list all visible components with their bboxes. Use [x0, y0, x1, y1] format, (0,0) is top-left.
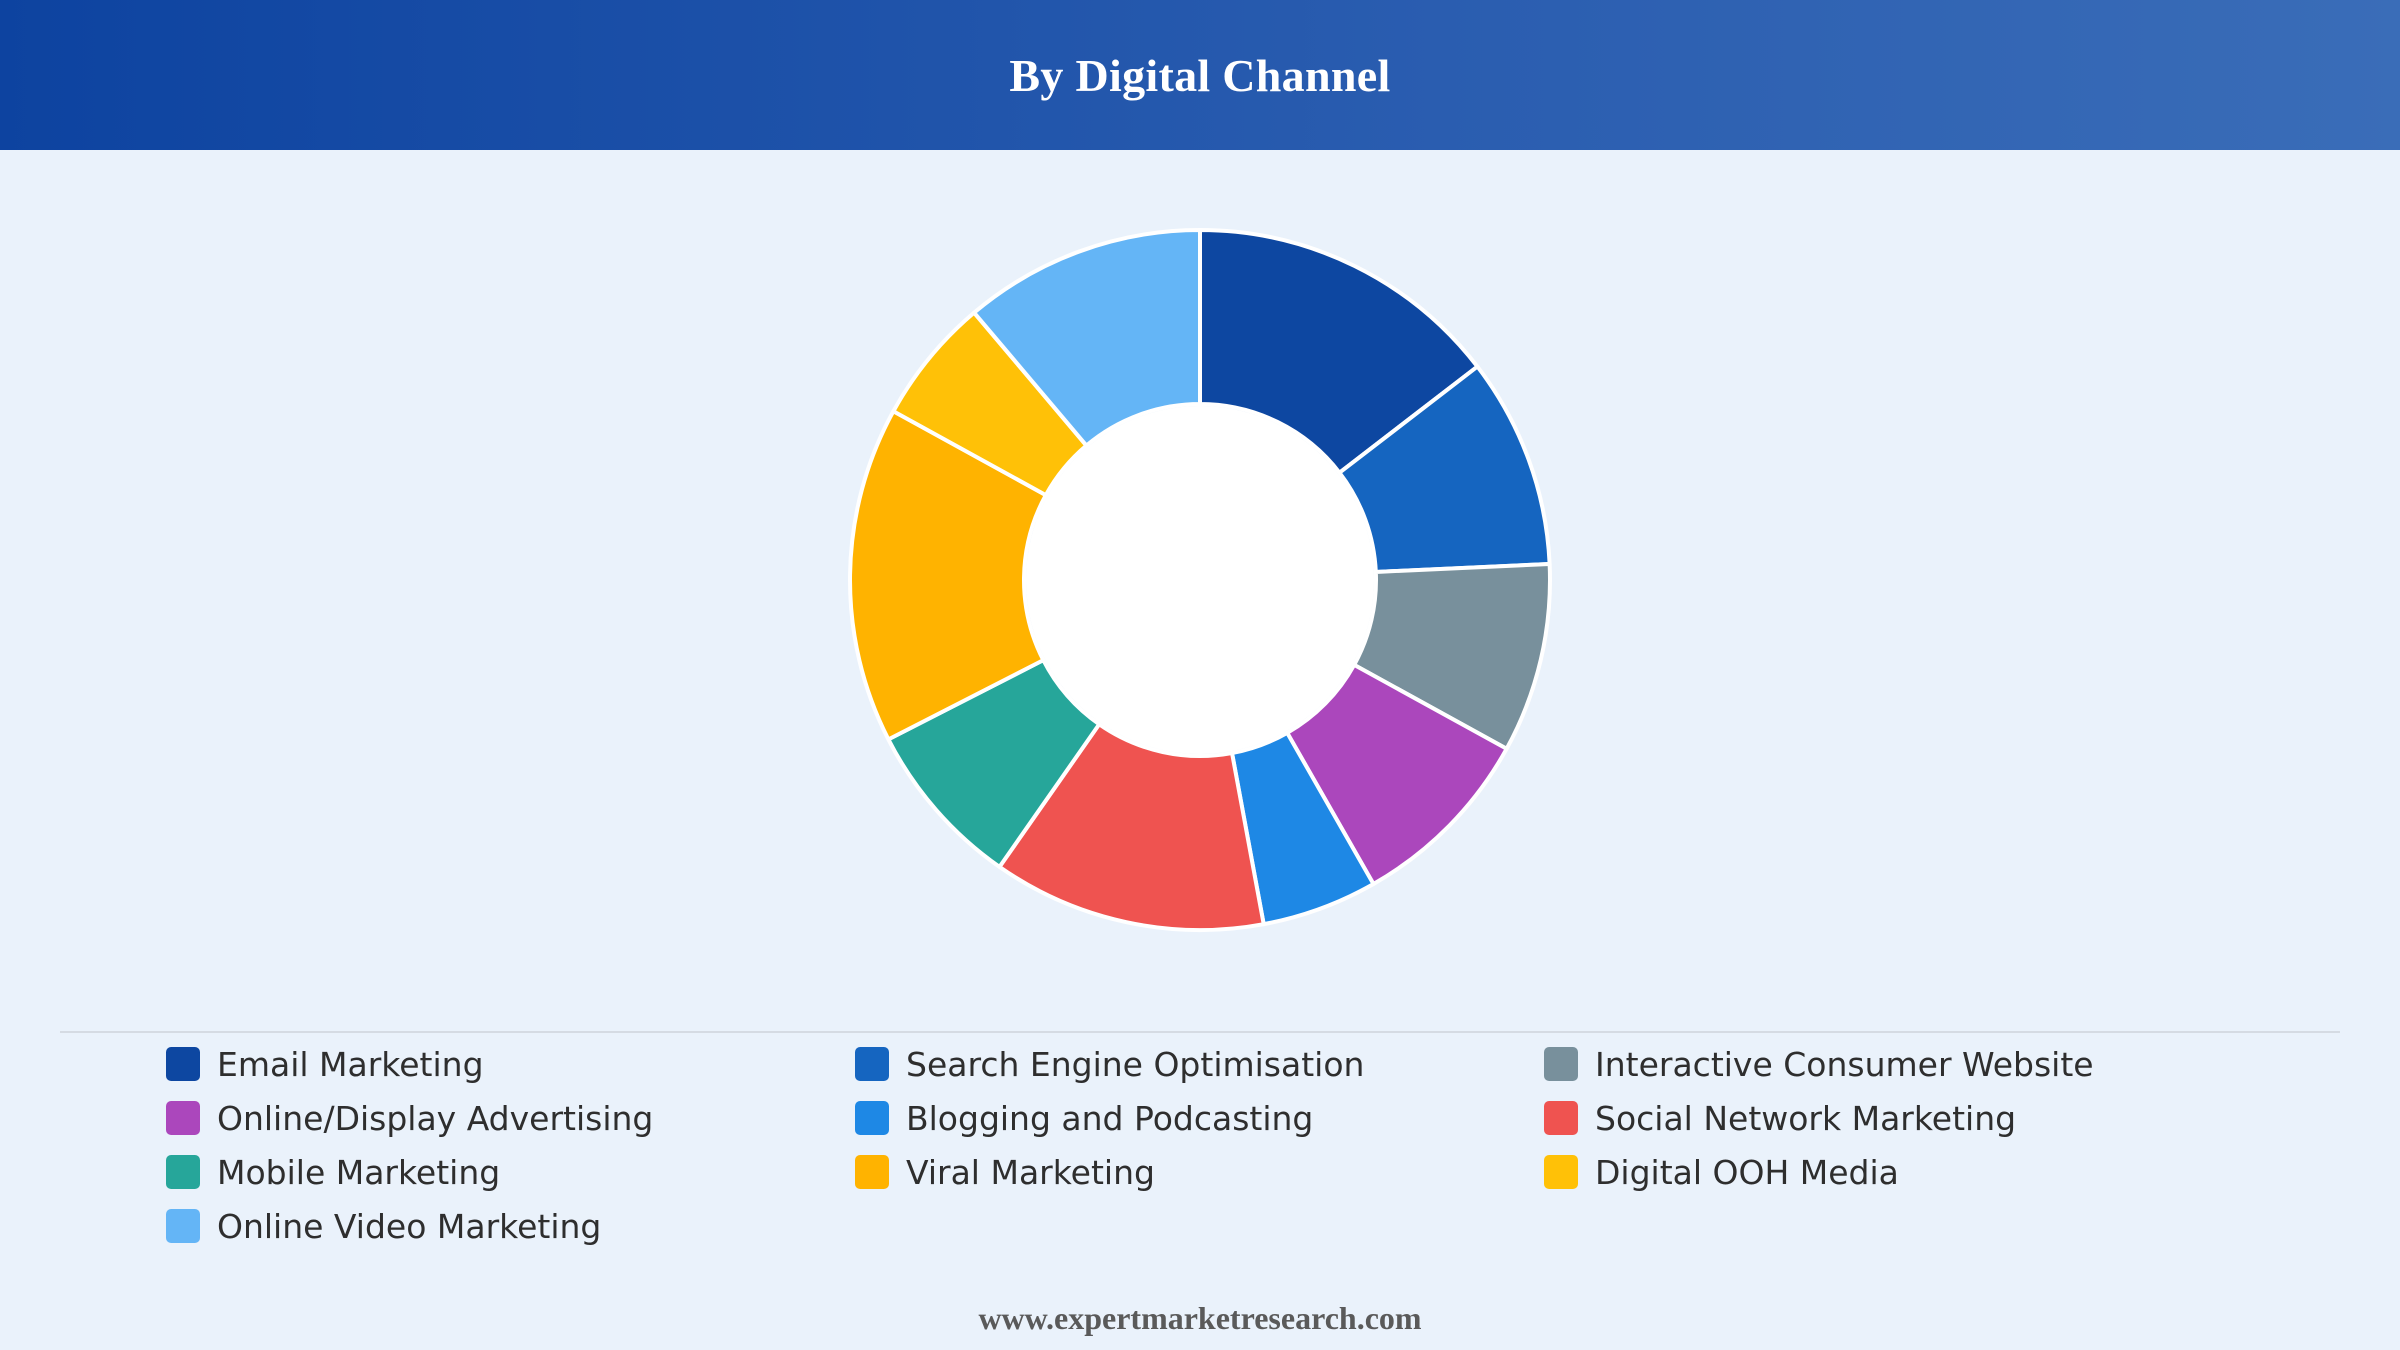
donut-hole	[1026, 406, 1374, 754]
source-url: www.expertmarketresearch.com	[978, 1300, 1422, 1336]
legend-item-online-display-advertising[interactable]: Online/Display Advertising	[166, 1098, 855, 1138]
legend-swatch	[166, 1101, 200, 1135]
legend-swatch	[166, 1155, 200, 1189]
legend-swatch	[166, 1209, 200, 1243]
legend-item-digital-ooh-media[interactable]: Digital OOH Media	[1544, 1152, 2233, 1192]
legend-item-online-video-marketing[interactable]: Online Video Marketing	[166, 1206, 855, 1246]
legend-item-viral-marketing[interactable]: Viral Marketing	[855, 1152, 1544, 1192]
header-banner: By Digital Channel	[0, 0, 2400, 150]
footer: www.expertmarketresearch.com	[0, 1300, 2400, 1337]
chart-legend: Email Marketing Search Engine Optimisatio…	[166, 1044, 2316, 1246]
legend-item-search-engine-optimisation[interactable]: Search Engine Optimisation	[855, 1044, 1544, 1084]
donut-chart	[848, 228, 1552, 932]
legend-item-email-marketing[interactable]: Email Marketing	[166, 1044, 855, 1084]
legend-item-blogging-and-podcasting[interactable]: Blogging and Podcasting	[855, 1098, 1544, 1138]
legend-swatch	[1544, 1101, 1578, 1135]
legend-label: Mobile Marketing	[217, 1152, 501, 1192]
chart-title: By Digital Channel	[1009, 49, 1391, 101]
legend-label: Viral Marketing	[906, 1152, 1155, 1192]
legend-label: Online/Display Advertising	[217, 1098, 654, 1138]
legend-item-social-network-marketing[interactable]: Social Network Marketing	[1544, 1098, 2233, 1138]
legend-label: Digital OOH Media	[1595, 1152, 1899, 1192]
legend-swatch	[1544, 1155, 1578, 1189]
legend-divider	[60, 1031, 2340, 1033]
donut-slice-email-marketing[interactable]	[1198, 228, 1480, 475]
legend-label: Email Marketing	[217, 1044, 484, 1084]
legend-swatch	[855, 1155, 889, 1189]
legend-label: Search Engine Optimisation	[906, 1044, 1365, 1084]
legend-label: Online Video Marketing	[217, 1206, 602, 1246]
legend-item-interactive-consumer-website[interactable]: Interactive Consumer Website	[1544, 1044, 2233, 1084]
chart-area	[0, 150, 2400, 1030]
legend-label: Blogging and Podcasting	[906, 1098, 1314, 1138]
legend-swatch	[855, 1101, 889, 1135]
legend-label: Social Network Marketing	[1595, 1098, 2017, 1138]
donut-slice-online-video-marketing[interactable]	[972, 228, 1202, 448]
legend-item-mobile-marketing[interactable]: Mobile Marketing	[166, 1152, 855, 1192]
donut-slice-viral-marketing[interactable]	[848, 409, 1048, 742]
legend-label: Interactive Consumer Website	[1595, 1044, 2094, 1084]
legend-swatch	[1544, 1047, 1578, 1081]
legend-swatch	[166, 1047, 200, 1081]
legend-swatch	[855, 1047, 889, 1081]
